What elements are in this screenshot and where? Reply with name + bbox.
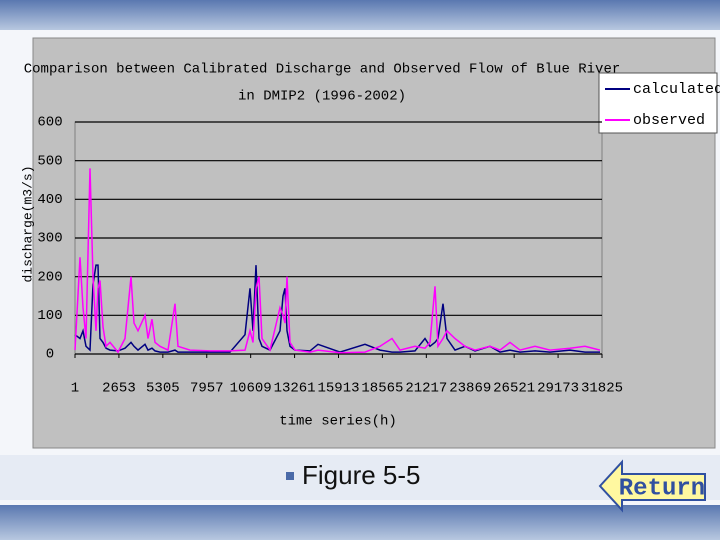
x-tick-label: 21217 (405, 381, 447, 397)
legend-box (598, 72, 718, 134)
y-tick-label: 600 (37, 115, 62, 131)
x-tick-label: 5305 (146, 381, 180, 397)
return-arrow[interactable] (598, 459, 706, 513)
x-tick-label: 7957 (190, 381, 224, 397)
x-tick-label: 1 (71, 381, 79, 397)
y-axis-label: discharge(m3/s) (20, 165, 35, 282)
y-tick-label: 0 (46, 347, 54, 363)
series-line (74, 168, 601, 354)
x-tick-label: 13261 (274, 381, 316, 397)
y-tick-label: 200 (37, 269, 62, 285)
x-tick-label: 2653 (102, 381, 136, 397)
caption: Figure 5-5 (302, 460, 421, 490)
chart-title: Comparison between Calibrated Discharge … (24, 62, 621, 78)
legend: calculated observed (598, 72, 720, 134)
x-tick-label: 18565 (361, 381, 403, 397)
x-tick-label: 29173 (537, 381, 579, 397)
x-axis-label: time series(h) (279, 414, 397, 430)
y-tick-label: 400 (37, 192, 62, 208)
bullet (286, 472, 294, 480)
x-tick-label: 10609 (230, 381, 272, 397)
legend-label: observed (633, 112, 705, 129)
return-button[interactable]: Return (598, 459, 706, 513)
top-band (0, 0, 720, 30)
x-tick-label: 23869 (449, 381, 491, 397)
y-tick-label: 100 (37, 308, 62, 324)
chart-subtitle: in DMIP2 (1996-2002) (238, 89, 406, 105)
series-line (74, 264, 600, 353)
x-tick-label: 31825 (581, 381, 623, 397)
y-tick-label: 500 (37, 153, 62, 169)
legend-label: calculated (633, 81, 720, 98)
x-tick-label: 26521 (493, 381, 535, 397)
footer-band (0, 455, 720, 500)
x-tick-label: 15913 (317, 381, 359, 397)
bottom-band (0, 505, 720, 540)
return-label[interactable]: Return (619, 475, 705, 502)
y-tick-label: 300 (37, 231, 62, 247)
